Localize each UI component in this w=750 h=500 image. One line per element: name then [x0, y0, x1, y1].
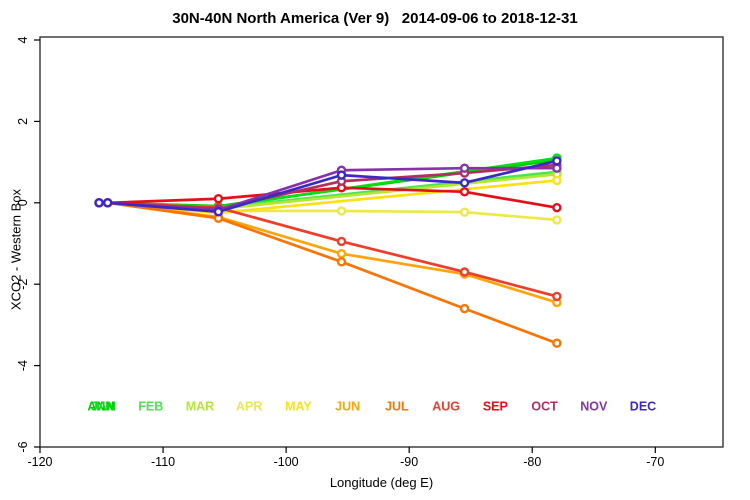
series-marker-DEC: [336, 170, 347, 180]
series-marker-SEP: [459, 187, 470, 197]
series-marker-AUG: [459, 267, 470, 277]
x-tick-label: -100: [274, 455, 299, 469]
series-marker-DEC: [94, 198, 104, 208]
legend-label-JUN: JUN: [335, 399, 360, 413]
series-marker-JUL: [459, 303, 470, 314]
x-tick-label: -110: [151, 455, 175, 469]
y-tick-label: 4: [16, 36, 30, 43]
x-tick-label: -80: [523, 455, 541, 469]
series-marker-SEP: [213, 194, 224, 204]
legend-label-JAN: JAN: [91, 399, 116, 413]
series-marker-AUG: [552, 291, 562, 302]
y-tick-label: -4: [16, 360, 30, 371]
series-marker-MAY: [552, 175, 562, 186]
y-tick-label: -2: [16, 279, 30, 290]
series-marker-DEC: [213, 207, 224, 217]
series-marker-NOV: [552, 163, 562, 173]
legend-label-MAY: MAY: [285, 399, 312, 413]
x-tick-label: -70: [646, 455, 664, 469]
legend-label-APR: APR: [236, 399, 262, 413]
series-marker-NOV: [459, 163, 470, 173]
legend-label-DEC: DEC: [630, 399, 656, 413]
legend-label-NOV: NOV: [580, 399, 608, 413]
y-tick-label: -6: [16, 441, 30, 452]
series-marker-APR: [459, 207, 470, 217]
series-marker-AUG: [336, 236, 347, 247]
series-marker-JUL: [336, 257, 347, 267]
y-tick-label: 0: [16, 199, 30, 206]
series-marker-DEC: [459, 178, 470, 188]
series-line-JUL: [97, 201, 559, 345]
series-marker-APR: [552, 215, 562, 225]
x-tick-label: -90: [400, 455, 418, 469]
plot-frame: [39, 36, 724, 448]
series-marker-SEP: [552, 202, 562, 213]
x-axis-label: Longitude (deg E): [329, 475, 434, 490]
legend-label-SEP: SEP: [483, 399, 508, 413]
chart-title: 30N-40N North America (Ver 9) 2014-09-06…: [172, 10, 578, 27]
legend-label-JUL: JUL: [385, 399, 409, 413]
series-marker-JUN: [336, 248, 347, 259]
x-tick-label: -120: [27, 455, 52, 469]
y-tick-label: 2: [16, 118, 30, 125]
series-marker-DEC: [552, 156, 562, 166]
series-marker-JUL: [552, 338, 562, 348]
legend-label-AUG: AUG: [432, 399, 460, 413]
series-line-JUN: [97, 201, 559, 304]
legend-label-ANN: ANN: [87, 399, 114, 413]
legend-label-MAR: MAR: [186, 399, 214, 413]
legend-label-FEB: FEB: [138, 399, 163, 413]
legend-label-OCT: OCT: [531, 399, 558, 413]
y-axis-label: XCO2 - Western Box: [8, 188, 24, 311]
series-marker-APR: [336, 206, 347, 216]
series-marker-DEC: [102, 198, 113, 208]
